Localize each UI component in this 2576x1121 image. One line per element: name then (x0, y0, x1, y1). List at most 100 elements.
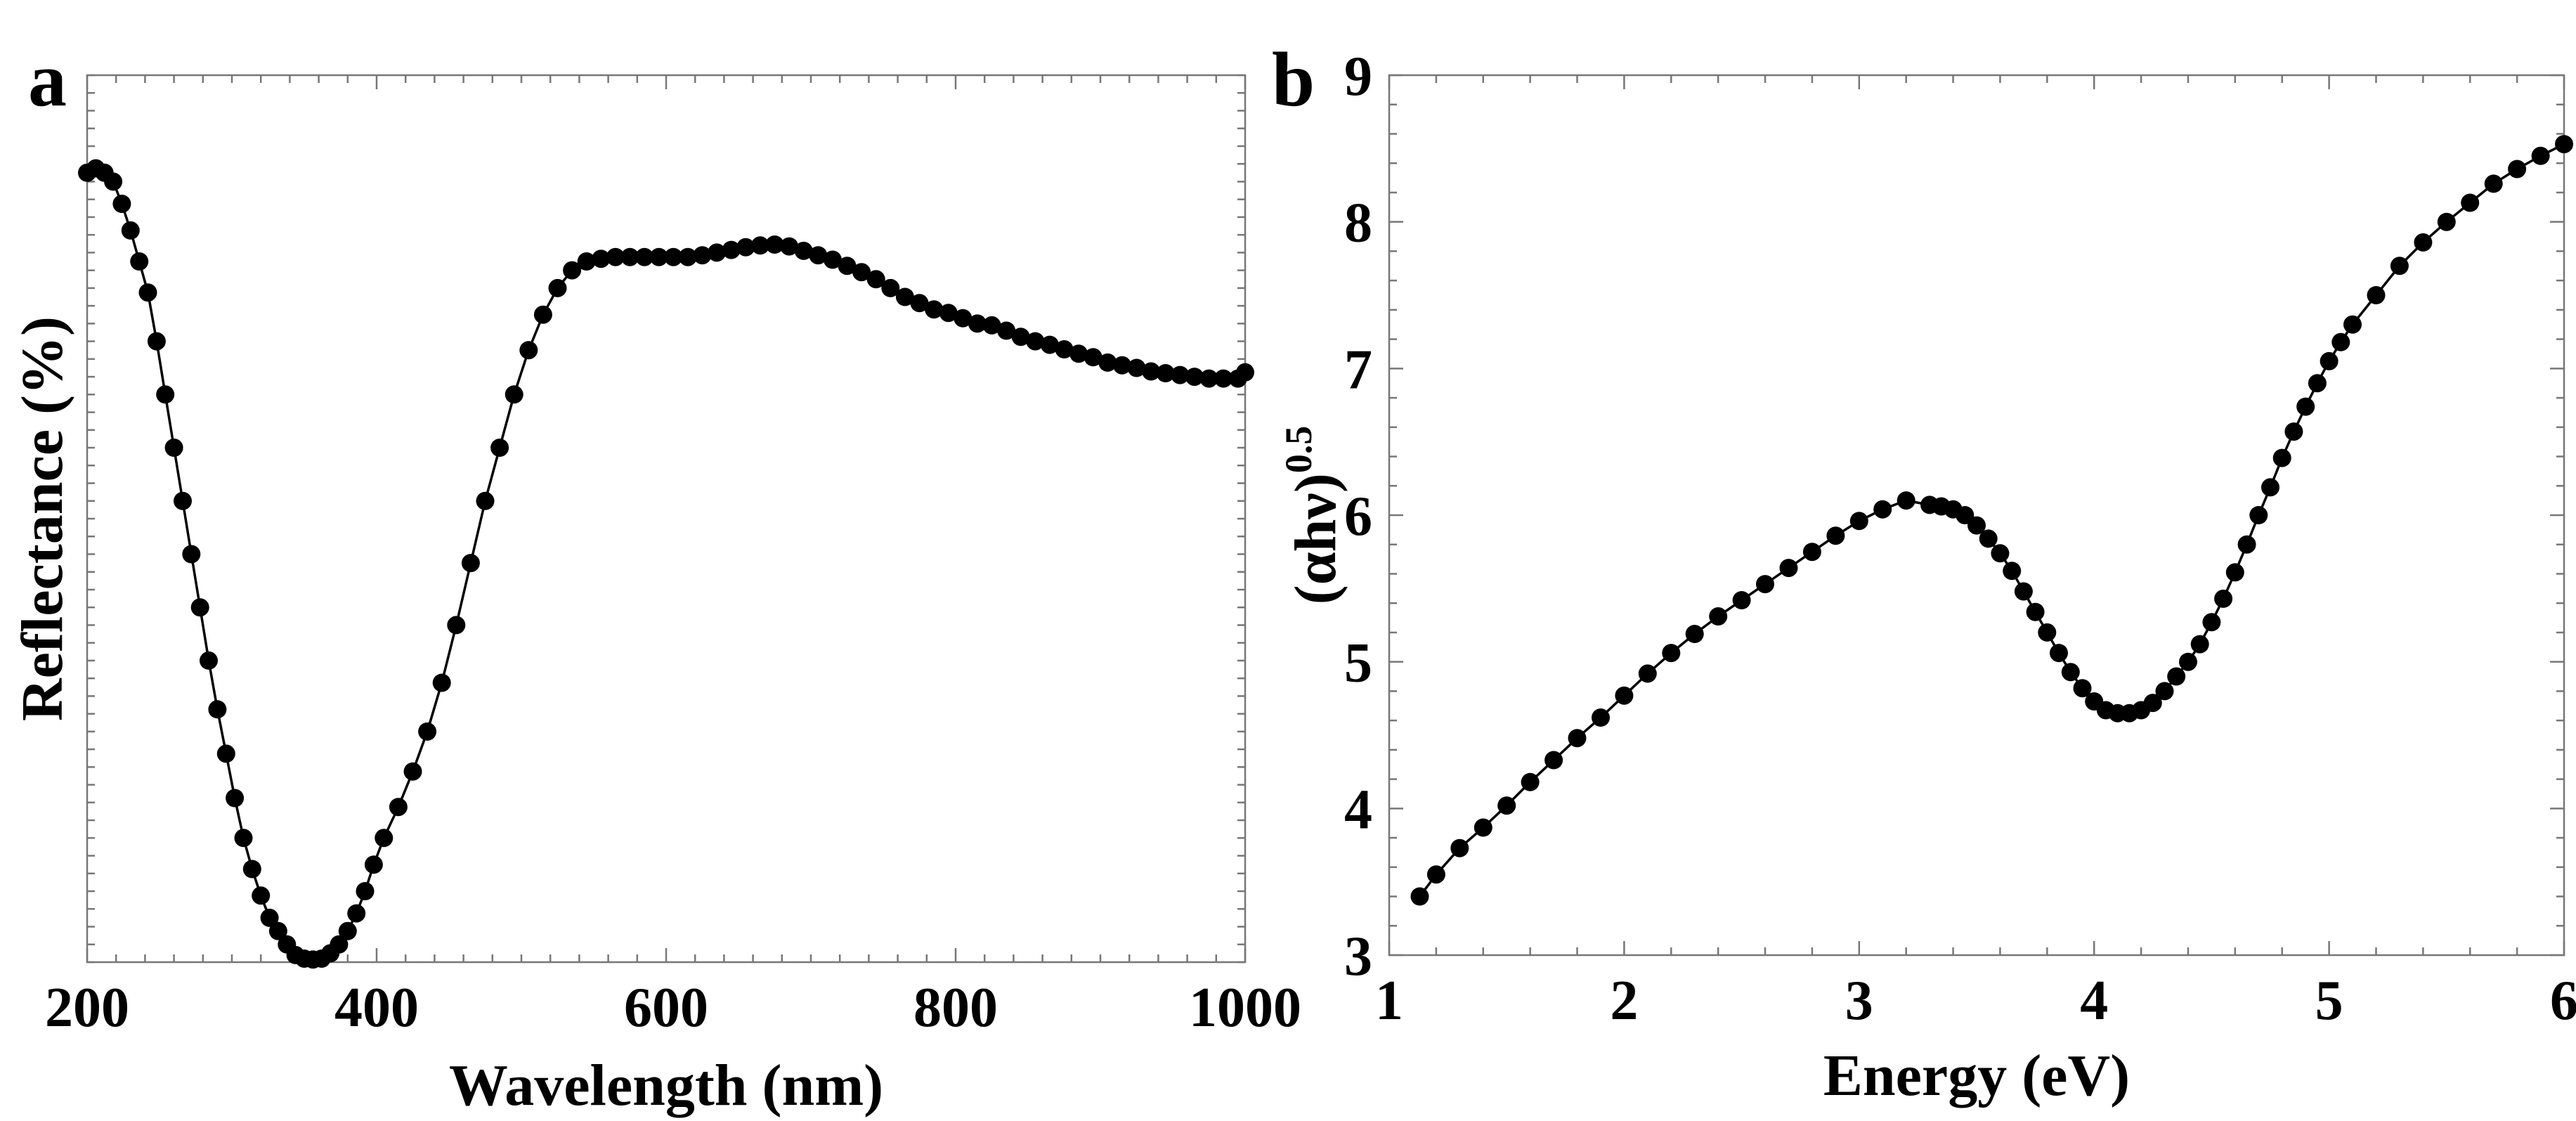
panel-a-x-tick-label: 400 (334, 977, 419, 1039)
panel-a-data-point (982, 316, 1001, 335)
panel-b-x-tick-label: 4 (2080, 970, 2108, 1032)
panel-a-series (78, 159, 1254, 969)
panel-b-data-point (2014, 582, 2033, 601)
panel-a-data-point (147, 332, 166, 351)
panel-b-data-point (2073, 679, 2092, 698)
panel-b-data-point (1474, 818, 1492, 837)
panel-a-data-point (461, 554, 480, 573)
panel-a-data-point (418, 722, 437, 741)
panel-a-data-point (678, 247, 697, 266)
panel-a-data-point (121, 221, 140, 240)
panel-b-series-line (1419, 143, 2565, 898)
panel-a-data-point (1185, 368, 1204, 387)
panel-b-data-point (1638, 664, 1657, 683)
panel-b-data-point (1897, 491, 1915, 510)
panel-b-data-point (2284, 422, 2303, 441)
panel-a-series-line (86, 167, 1247, 961)
panel-a-data-point (505, 385, 523, 404)
panel-b-data-point (2320, 351, 2338, 370)
panel-a-data-point (364, 855, 383, 874)
panel-a-data-point (1112, 356, 1131, 375)
panel-b-data-point (1410, 887, 1429, 906)
panel-b-data-point (2555, 135, 2573, 154)
panel-a-x-tick-label: 600 (624, 977, 708, 1039)
panel-b-data-point (2261, 478, 2279, 497)
panel-a-data-point (881, 278, 900, 297)
panel-b-x-tick-label: 5 (2315, 970, 2343, 1032)
panel-b-y-axis-title-superscript: 0.5 (1277, 426, 1320, 474)
panel-b-data-point (1802, 543, 1821, 562)
panel-b-data-point (1662, 644, 1681, 663)
panel-b-data-point (2167, 667, 2186, 686)
panel-a-data-point (208, 700, 227, 719)
panel-a-data-point (794, 241, 813, 260)
panel-a-data-point (174, 491, 192, 510)
panel-a-x-tick-label: 1000 (1189, 977, 1301, 1039)
panel-b-data-point (1709, 607, 1728, 626)
panel-a-data-point (722, 240, 741, 259)
panel-b-x-tick-label: 1 (1375, 970, 1403, 1032)
panel-b-data-point (2190, 635, 2209, 654)
panel-b-data-point (2508, 160, 2527, 179)
panel-a-data-point (954, 309, 972, 328)
panel-a-data-point (823, 250, 842, 269)
panel-a-data-point (708, 243, 727, 262)
panel-a-data-point (389, 798, 408, 817)
panel-a-data-point (620, 247, 639, 266)
panel-a-data-point (112, 195, 131, 213)
panel-b-data-point (2531, 146, 2550, 165)
panel-a-data-point (130, 252, 149, 271)
panel-a-data-point (164, 439, 183, 457)
panel-b-data-point (2308, 374, 2327, 393)
panel-b-data-point (2237, 535, 2256, 554)
panel-a-data-point (997, 321, 1016, 340)
panel-a-data-point (1199, 369, 1218, 388)
panel-b-data-point (2249, 506, 2268, 524)
panel-a-data-point (838, 257, 857, 276)
panel-a-data-point (592, 250, 611, 268)
panel-a-data-point (1214, 369, 1233, 388)
panel-a-data-point (1040, 335, 1059, 354)
panel-b-data-point (1685, 625, 1704, 643)
panel-b-data-point (2437, 212, 2456, 231)
panel-b-data-point (2343, 315, 2362, 334)
panel-b-data-point (2414, 233, 2433, 252)
panel-a-data-point (260, 908, 279, 927)
panel-a-data-point (1055, 340, 1074, 358)
panel-a-data-point (1011, 328, 1030, 346)
panel-a-data-point (939, 304, 958, 323)
panel-b-data-point (1967, 516, 1986, 535)
panel-a-data-point (403, 762, 422, 781)
panel-b-data-point (2214, 589, 2233, 608)
panel-b-data-point (2143, 694, 2162, 713)
panel-b-y-tick-label: 6 (1344, 486, 1372, 547)
panel-b-data-point (1521, 772, 1540, 791)
panel-b-x-tick-label: 6 (2550, 970, 2576, 1032)
panel-a-data-point (910, 294, 929, 313)
panel-a-data-point (242, 860, 261, 879)
panel-b-data-point (2179, 652, 2197, 671)
panel-a-data-point (432, 673, 451, 692)
panel-a-data-point (182, 545, 201, 564)
panel-b-data-point (2202, 613, 2221, 632)
panel-a-data-point (338, 921, 357, 940)
panel-b-data-point (1779, 559, 1798, 578)
panel-b-data-point (2225, 563, 2244, 582)
panel-b-x-tick-label: 3 (1845, 970, 1873, 1032)
panel-b-data-point (1568, 729, 1587, 748)
panel-b-data-point (2331, 332, 2350, 351)
panel-b-data-point (2155, 682, 2174, 701)
panel-b-data-point (2050, 644, 2068, 663)
panel-b-series (1410, 135, 2573, 906)
panel-b-data-point (2003, 562, 2022, 581)
panel-a-data-point (533, 305, 552, 324)
panel-a-data-point (852, 263, 871, 282)
panel-a-data-point (809, 246, 828, 265)
panel-a-data-point (375, 829, 393, 848)
panel-b-y-tick-labels: 3 4 5 6 7 8 9 (1344, 46, 1372, 987)
panel-a-data-point (447, 616, 466, 635)
panel-a-data-point (1142, 362, 1161, 381)
panel-b-data-point (1873, 500, 1892, 519)
panel-a-data-point (649, 247, 668, 266)
panel-b-data-point (1956, 506, 1975, 524)
